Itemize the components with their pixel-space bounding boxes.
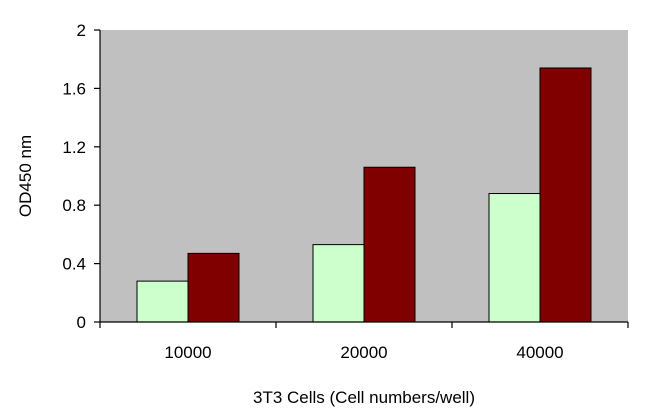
bar-series-2-40000 xyxy=(539,67,592,323)
x-axis-title: 3T3 Cells (Cell numbers/well) xyxy=(253,388,475,407)
x-tick-label: 10000 xyxy=(164,343,211,362)
y-tick-label: 0 xyxy=(77,313,86,332)
bar-series-1-20000 xyxy=(312,244,365,323)
bar-series-1-10000 xyxy=(136,280,189,323)
axes-group xyxy=(99,30,628,323)
bars-group xyxy=(136,67,592,323)
x-ticks-group: 10000 20000 40000 xyxy=(99,322,629,362)
y-tick-label: 1.6 xyxy=(62,79,86,98)
x-tick-label: 40000 xyxy=(516,343,563,362)
bar-series-1-40000 xyxy=(488,193,541,323)
y-tick-label: 1.2 xyxy=(62,138,86,157)
y-tick-label: 0.4 xyxy=(62,255,86,274)
bar-series-2-20000 xyxy=(363,166,416,323)
y-ticks-group: 0 0.4 0.8 1.2 1.6 2 xyxy=(62,21,100,332)
y-tick-label: 2 xyxy=(77,21,86,40)
y-axis-title: OD450 nm xyxy=(16,135,35,217)
bar-series-2-10000 xyxy=(187,252,240,323)
x-tick-label: 20000 xyxy=(340,343,387,362)
y-tick-label: 0.8 xyxy=(62,196,86,215)
